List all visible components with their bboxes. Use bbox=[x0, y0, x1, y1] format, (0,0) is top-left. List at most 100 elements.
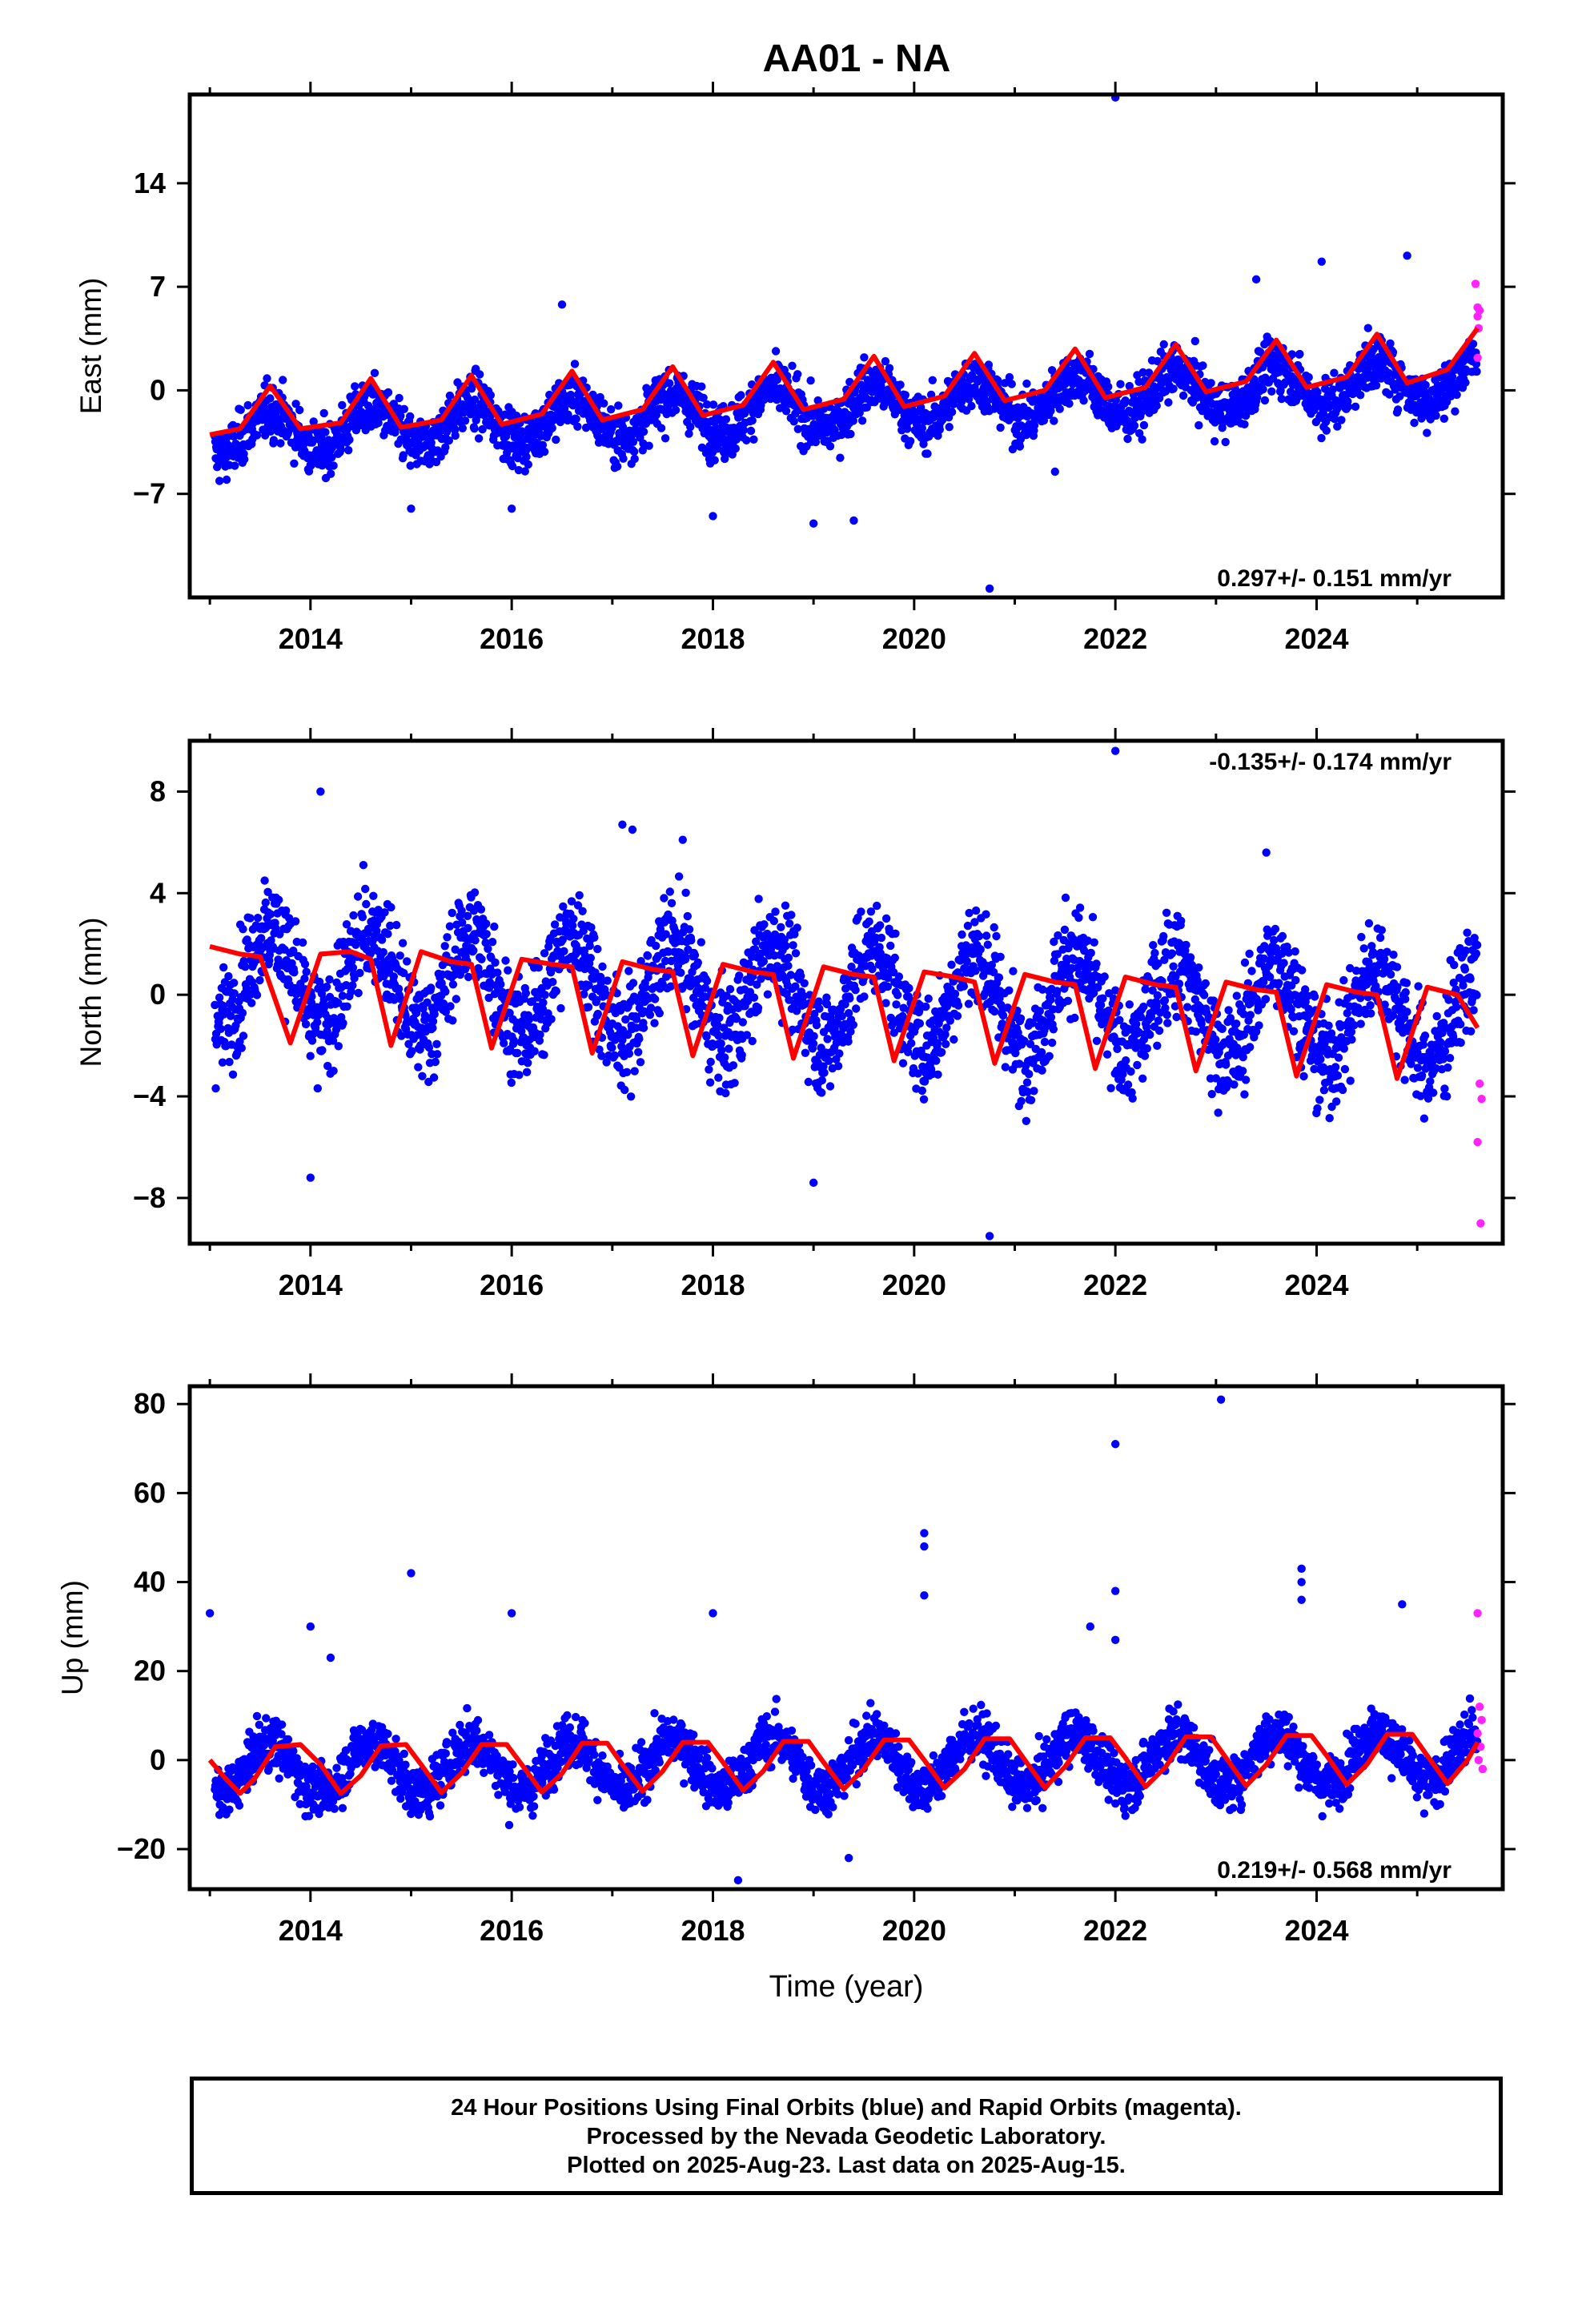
data-point bbox=[1085, 349, 1094, 359]
data-point bbox=[374, 418, 383, 428]
data-point bbox=[1328, 385, 1337, 394]
data-point bbox=[418, 1072, 427, 1081]
data-point bbox=[391, 428, 400, 437]
data-point bbox=[628, 437, 638, 446]
data-point bbox=[846, 429, 855, 439]
data-point bbox=[892, 1000, 901, 1009]
data-point bbox=[547, 1015, 556, 1023]
data-point bbox=[650, 1019, 659, 1027]
data-point bbox=[556, 1003, 565, 1013]
data-point bbox=[1026, 1096, 1036, 1105]
data-point bbox=[1142, 1023, 1151, 1031]
data-point bbox=[1025, 1070, 1034, 1079]
data-point bbox=[622, 1068, 632, 1077]
data-point bbox=[1023, 1088, 1032, 1096]
data-point bbox=[799, 991, 808, 1001]
data-point bbox=[230, 979, 239, 987]
data-point bbox=[344, 446, 353, 455]
data-point bbox=[932, 1056, 941, 1065]
data-point bbox=[992, 931, 1001, 941]
data-point bbox=[400, 404, 408, 413]
data-point bbox=[1060, 925, 1070, 935]
data-point bbox=[1007, 380, 1016, 388]
data-point bbox=[814, 997, 823, 1006]
data-point bbox=[386, 921, 395, 931]
data-point bbox=[800, 979, 809, 988]
data-point bbox=[348, 963, 358, 972]
data-point bbox=[443, 933, 452, 942]
data-point bbox=[279, 376, 287, 384]
east-plot-frame bbox=[187, 92, 1505, 600]
data-point bbox=[717, 1046, 726, 1055]
data-point bbox=[261, 898, 270, 907]
data-point bbox=[593, 1009, 602, 1019]
data-point bbox=[933, 1039, 942, 1047]
data-point bbox=[275, 895, 283, 904]
data-point bbox=[1267, 387, 1276, 396]
data-point bbox=[260, 876, 269, 885]
data-point bbox=[954, 1001, 963, 1010]
data-point bbox=[509, 1036, 518, 1045]
data-point bbox=[239, 1031, 248, 1040]
data-point bbox=[276, 439, 285, 448]
data-point bbox=[1123, 434, 1132, 444]
data-point bbox=[501, 956, 510, 965]
data-point bbox=[493, 968, 502, 977]
data-point bbox=[414, 1063, 423, 1072]
data-point bbox=[1472, 367, 1481, 376]
data-point bbox=[224, 971, 233, 981]
data-point bbox=[584, 1003, 593, 1011]
data-point bbox=[592, 995, 601, 1004]
data-point bbox=[819, 1062, 828, 1071]
data-point bbox=[1159, 931, 1168, 941]
data-point bbox=[1139, 420, 1149, 430]
data-point bbox=[923, 1053, 932, 1062]
data-point bbox=[423, 998, 432, 1007]
data-point bbox=[645, 1011, 655, 1019]
data-point bbox=[868, 964, 877, 974]
data-point bbox=[781, 942, 790, 951]
data-point bbox=[318, 1046, 327, 1055]
data-point bbox=[1322, 426, 1331, 435]
data-point bbox=[372, 927, 381, 935]
data-point bbox=[1447, 372, 1457, 381]
data-point bbox=[740, 409, 749, 418]
data-point bbox=[598, 962, 607, 971]
data-point bbox=[383, 388, 393, 397]
data-point bbox=[913, 1069, 922, 1078]
data-point bbox=[524, 460, 532, 469]
data-point bbox=[428, 1023, 437, 1032]
data-point bbox=[463, 911, 472, 921]
data-point bbox=[1330, 368, 1339, 377]
data-point bbox=[717, 1039, 725, 1048]
data-point bbox=[825, 442, 835, 451]
data-point bbox=[693, 958, 702, 967]
data-point bbox=[355, 968, 364, 978]
outlier-point bbox=[709, 512, 717, 521]
data-point bbox=[697, 938, 705, 947]
data-point bbox=[811, 437, 821, 447]
data-point bbox=[247, 999, 256, 1007]
data-point bbox=[396, 995, 405, 1003]
data-point bbox=[920, 1077, 930, 1086]
data-point bbox=[513, 1048, 522, 1058]
data-point bbox=[578, 907, 587, 916]
data-point bbox=[1054, 931, 1062, 940]
data-point bbox=[1102, 1050, 1112, 1059]
data-point bbox=[1127, 1088, 1136, 1097]
data-point bbox=[873, 901, 881, 911]
data-point bbox=[424, 1043, 434, 1052]
data-point bbox=[1132, 1019, 1141, 1029]
data-point bbox=[1017, 1096, 1026, 1106]
data-point bbox=[1169, 384, 1178, 393]
data-point bbox=[379, 947, 387, 957]
data-point bbox=[1136, 1012, 1146, 1022]
data-point bbox=[593, 944, 602, 954]
data-point bbox=[1153, 991, 1162, 1000]
data-point bbox=[781, 407, 791, 416]
data-point bbox=[849, 416, 858, 425]
data-point bbox=[524, 1059, 532, 1068]
data-point bbox=[256, 934, 266, 943]
y-tick-label: 7 bbox=[150, 270, 166, 303]
data-point bbox=[1111, 986, 1120, 995]
